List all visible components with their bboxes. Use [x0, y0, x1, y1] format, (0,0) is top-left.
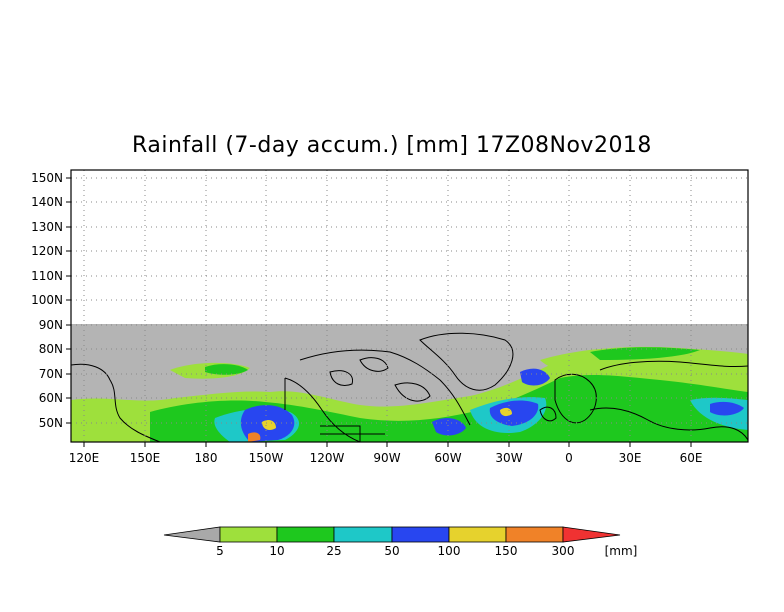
lon-label: 90W: [373, 451, 400, 465]
colorbar-label: 5: [216, 544, 224, 558]
colorbar-bin: [276, 526, 335, 543]
lon-label: 60E: [680, 451, 703, 465]
coastlines: [71, 332, 748, 442]
lat-label: 100N: [31, 293, 63, 307]
lon-label: 30W: [495, 451, 522, 465]
map-frame: [70, 169, 749, 443]
map-title: Rainfall (7-day accum.) [mm] 17Z08Nov201…: [132, 133, 652, 158]
colorbar-label: 25: [326, 544, 341, 558]
lon-label: 150W: [249, 451, 284, 465]
lat-label: 80N: [39, 342, 63, 356]
colorbar-bin: [333, 526, 393, 543]
lat-label: 60N: [39, 391, 63, 405]
colorbar-label: 10: [269, 544, 284, 558]
colorbar-label: 300: [552, 544, 575, 558]
axis-ticks: [66, 177, 692, 447]
lat-label: 150N: [31, 171, 63, 185]
colorbar-bin: [448, 526, 507, 543]
lon-label: 120E: [69, 451, 100, 465]
lon-label: 30E: [619, 451, 642, 465]
colorbar-bin: [505, 526, 564, 543]
colorbar-bin: [391, 526, 450, 543]
lat-label: 50N: [39, 416, 63, 430]
rainfall-field: [71, 346, 748, 442]
lon-label: 150E: [130, 451, 161, 465]
lon-label: 180: [195, 451, 218, 465]
lon-label: 0: [565, 451, 573, 465]
lat-label: 130N: [31, 220, 63, 234]
colorbar-over-triangle: [562, 526, 621, 543]
lat-label: 120N: [31, 244, 63, 258]
lat-label: 70N: [39, 367, 63, 381]
lat-label: 140N: [31, 195, 63, 209]
colorbar: [163, 526, 621, 543]
colorbar-unit: [mm]: [605, 544, 638, 558]
map-grid: [71, 170, 748, 442]
colorbar-bin: [219, 526, 278, 543]
lon-label: 60W: [434, 451, 461, 465]
colorbar-label: 50: [384, 544, 399, 558]
colorbar-label: 100: [438, 544, 461, 558]
lon-label: 120W: [310, 451, 345, 465]
lat-label: 110N: [31, 269, 63, 283]
colorbar-labels: 5 10 25 50 100 150 300 [mm]: [216, 544, 637, 558]
colorbar-under-triangle: [163, 526, 221, 543]
latitude-labels: 150N 140N 130N 120N 110N 100N 90N 80N 70…: [31, 171, 63, 430]
longitude-labels: 120E 150E 180 150W 120W 90W 60W 30W 0 30…: [69, 451, 703, 465]
colorbar-label: 150: [495, 544, 518, 558]
lat-label: 90N: [39, 318, 63, 332]
